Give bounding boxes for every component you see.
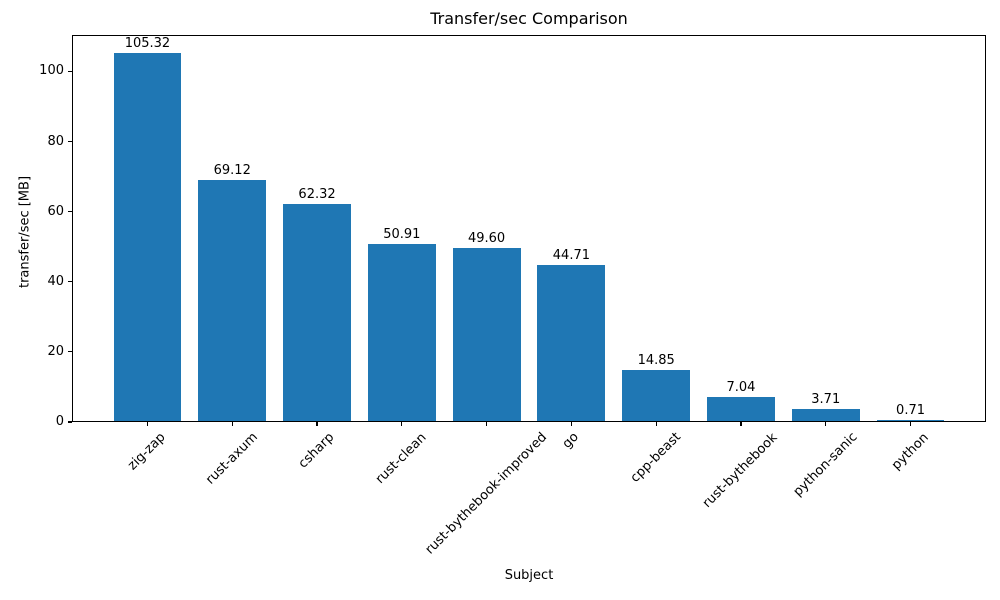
y-tick-mark xyxy=(68,211,72,213)
x-tick-mark xyxy=(570,422,572,426)
bar-cpp-beast xyxy=(622,369,691,421)
bar-rust-clean xyxy=(367,243,436,421)
x-tick-mark xyxy=(401,422,403,426)
x-tick-label: zig-zap xyxy=(125,429,170,474)
x-tick-label: python xyxy=(889,429,932,473)
bar-value-label: 14.85 xyxy=(637,352,675,368)
bar-go xyxy=(537,265,606,421)
x-tick-label: csharp xyxy=(295,430,338,472)
x-tick-mark xyxy=(825,422,827,426)
x-tick-mark xyxy=(486,422,488,426)
bar-python xyxy=(876,419,945,421)
y-tick-mark xyxy=(68,140,72,143)
x-tick-mark xyxy=(740,422,742,426)
y-axis-label: transfer/sec [MB] xyxy=(17,175,33,289)
x-tick-mark xyxy=(909,422,912,426)
bar-python-sanic xyxy=(791,408,860,421)
x-tick-label: python-sanic xyxy=(790,430,861,500)
y-tick-mark xyxy=(68,351,72,353)
x-tick-label: rust-axum xyxy=(202,430,261,488)
y-tick-label: 80 xyxy=(47,133,64,149)
x-axis-label: Subject xyxy=(504,568,554,583)
y-tick-mark xyxy=(68,281,72,283)
x-tick-mark xyxy=(655,422,657,426)
x-tick-label: rust-bythebook-improved xyxy=(422,429,551,558)
bar-rust-bythebook-improved xyxy=(452,248,521,421)
bar-value-label: 105.32 xyxy=(124,35,171,51)
bar-value-label: 7.04 xyxy=(726,380,756,396)
y-tick-label: 0 xyxy=(55,414,64,429)
bar-value-label: 44.71 xyxy=(552,248,590,264)
bar-csharp xyxy=(283,203,351,421)
y-tick-label: 60 xyxy=(47,203,64,219)
y-tick-label: 100 xyxy=(39,63,64,79)
y-tick-mark xyxy=(68,70,72,73)
chart-title: Transfer/sec Comparison xyxy=(430,9,628,28)
y-tick-mark xyxy=(68,421,72,423)
y-tick-label: 20 xyxy=(47,343,64,359)
bar-value-label: 49.60 xyxy=(467,231,506,247)
x-tick-label: rust-clean xyxy=(373,429,430,487)
x-tick-mark xyxy=(146,422,149,426)
bar-value-label: 0.71 xyxy=(896,402,925,418)
x-tick-label: rust-bythebook xyxy=(700,429,782,511)
x-tick-label: cpp-beast xyxy=(627,429,685,487)
bar-rust-axum xyxy=(198,179,267,421)
bar-value-label: 62.32 xyxy=(298,186,336,202)
bar-zig-zap xyxy=(113,52,182,421)
x-tick-mark xyxy=(231,422,233,426)
bar-value-label: 50.91 xyxy=(383,226,421,242)
y-tick-label: 40 xyxy=(47,273,64,289)
bar-value-label: 69.12 xyxy=(213,162,251,178)
x-tick-mark xyxy=(316,422,318,426)
bar-rust-bythebook xyxy=(707,397,775,421)
bar-value-label: 3.71 xyxy=(811,391,841,407)
x-tick-label: go xyxy=(560,429,583,452)
